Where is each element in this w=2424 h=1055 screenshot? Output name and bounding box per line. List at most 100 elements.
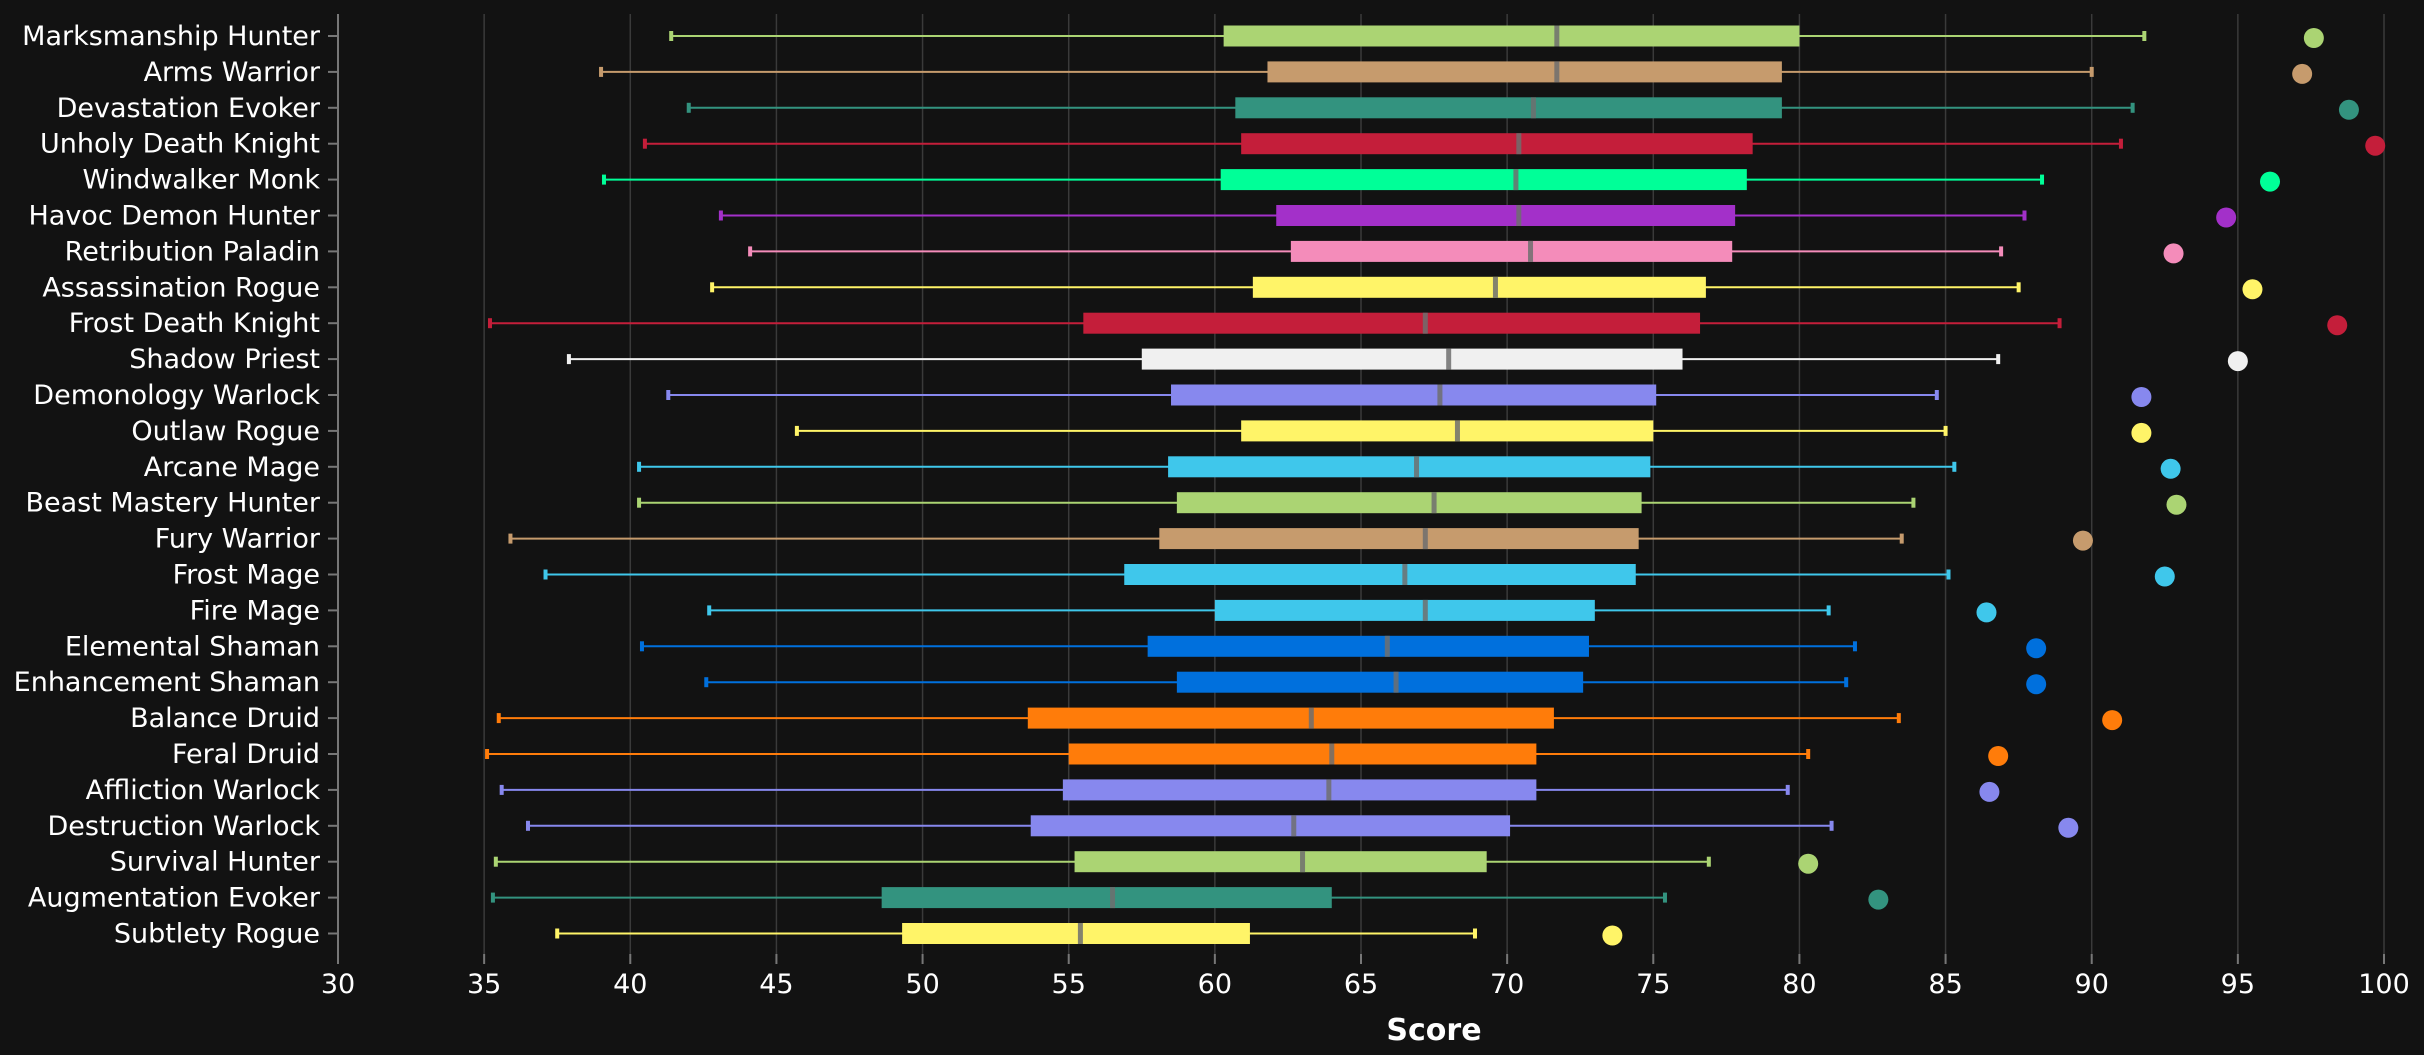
x-tick-label-75: 75 bbox=[1636, 969, 1670, 1000]
median-line bbox=[1492, 276, 1498, 298]
x-axis: 30 35 40 45 50 55 60 65 70 75 80 85 90 95 100 bbox=[321, 954, 2410, 1000]
category-label: Arcane Mage bbox=[144, 452, 320, 483]
box-balance-druid bbox=[496, 707, 2123, 731]
box-havoc-demon-hunter bbox=[718, 205, 2237, 228]
outlier-point bbox=[2365, 135, 2386, 156]
box-arcane-mage bbox=[637, 456, 2181, 479]
iqr-box bbox=[1168, 456, 1651, 478]
whisker-max-cap bbox=[2118, 138, 2123, 149]
x-tick-label-90: 90 bbox=[2075, 969, 2109, 1000]
x-tick-label-30: 30 bbox=[321, 969, 355, 1000]
category-label: Subtlety Rogue bbox=[114, 919, 320, 950]
box-augmentation-evoker bbox=[490, 887, 1889, 910]
iqr-box bbox=[1276, 205, 1736, 226]
whisker-min-cap bbox=[669, 31, 674, 41]
whisker-max-cap bbox=[1946, 569, 1951, 580]
x-tick-label-80: 80 bbox=[1782, 969, 1816, 1000]
category-label: Frost Death Knight bbox=[69, 308, 320, 339]
category-label: Elemental Shaman bbox=[65, 631, 320, 662]
whisker-min-cap bbox=[710, 282, 715, 293]
box-unholy-death-knight bbox=[642, 133, 2386, 156]
whisker-max-cap bbox=[1852, 641, 1857, 652]
outlier-point bbox=[2216, 207, 2237, 228]
x-tick-label-40: 40 bbox=[613, 969, 647, 1000]
whisker-max-cap bbox=[1996, 354, 2001, 365]
category-label: Augmentation Evoker bbox=[28, 883, 321, 914]
median-line bbox=[1530, 97, 1536, 119]
median-line bbox=[1554, 61, 1560, 83]
outlier-point bbox=[2260, 171, 2281, 192]
outlier-point bbox=[2227, 351, 2248, 372]
whisker-min-cap bbox=[487, 318, 492, 329]
iqr-box bbox=[1124, 564, 1636, 585]
median-line bbox=[1431, 492, 1437, 514]
median-line bbox=[1554, 25, 1560, 47]
median-line bbox=[1446, 348, 1452, 370]
box-series bbox=[485, 25, 2386, 946]
x-axis-title: Score bbox=[1386, 1013, 1481, 1048]
whisker-min-cap bbox=[566, 354, 571, 365]
box-fury-warrior bbox=[508, 528, 2093, 551]
median-line bbox=[1077, 923, 1083, 944]
iqr-box bbox=[1252, 276, 1706, 298]
outlier-point bbox=[1798, 853, 1819, 874]
outlier-point bbox=[2154, 566, 2175, 587]
whisker-max-cap bbox=[2089, 66, 2094, 77]
outlier-point bbox=[2026, 638, 2047, 659]
median-line bbox=[1516, 133, 1522, 155]
whisker-max-cap bbox=[1899, 533, 1904, 544]
grid-lines bbox=[483, 14, 2385, 954]
whisker-max-cap bbox=[1934, 390, 1939, 400]
category-label: Arms Warrior bbox=[144, 57, 321, 88]
iqr-box bbox=[1223, 25, 1800, 47]
category-label: Outlaw Rogue bbox=[131, 416, 320, 447]
box-retribution-paladin bbox=[748, 240, 2184, 264]
category-label: Affliction Warlock bbox=[86, 775, 321, 806]
box-demonology-warlock bbox=[666, 384, 2152, 407]
outlier-point bbox=[2102, 710, 2123, 731]
category-label: Enhancement Shaman bbox=[14, 667, 320, 698]
iqr-box bbox=[1083, 312, 1701, 334]
iqr-box bbox=[1176, 492, 1642, 514]
iqr-box bbox=[881, 887, 1332, 909]
outlier-point bbox=[2058, 817, 2079, 838]
iqr-box bbox=[1074, 851, 1487, 873]
iqr-box bbox=[1027, 707, 1554, 729]
iqr-box bbox=[1068, 743, 1537, 765]
box-fire-mage bbox=[707, 599, 1997, 623]
whisker-min-cap bbox=[599, 66, 604, 77]
whisker-min-cap bbox=[666, 390, 671, 400]
whisker-max-cap bbox=[1943, 425, 1948, 436]
y-axis: Marksmanship Hunter Arms Warrior Devastati… bbox=[14, 14, 339, 954]
whisker-min-cap bbox=[499, 784, 504, 795]
box-destruction-warlock bbox=[525, 815, 2079, 838]
whisker-max-cap bbox=[1662, 892, 1667, 903]
x-tick-label-50: 50 bbox=[905, 969, 939, 1000]
whisker-min-cap bbox=[686, 102, 691, 113]
whisker-max-cap bbox=[1829, 820, 1834, 831]
iqr-box bbox=[1290, 240, 1733, 262]
whisker-max-cap bbox=[2016, 282, 2021, 293]
box-frost-mage bbox=[543, 564, 2175, 587]
x-tick-label-100: 100 bbox=[2358, 969, 2410, 1000]
whisker-min-cap bbox=[496, 713, 501, 724]
x-tick-label-35: 35 bbox=[467, 969, 501, 1000]
whisker-max-cap bbox=[1472, 928, 1477, 939]
iqr-box bbox=[1220, 169, 1747, 191]
iqr-box bbox=[1214, 599, 1595, 621]
box-frost-death-knight bbox=[487, 312, 2348, 336]
outlier-point bbox=[2292, 63, 2313, 84]
outlier-point bbox=[1976, 602, 1997, 623]
x-tick-label-45: 45 bbox=[759, 969, 793, 1000]
iqr-box bbox=[1147, 635, 1589, 657]
x-tick-label-95: 95 bbox=[2221, 969, 2255, 1000]
x-tick-label-70: 70 bbox=[1490, 969, 1524, 1000]
whisker-max-cap bbox=[1952, 461, 1957, 472]
outlier-point bbox=[2163, 243, 2184, 264]
iqr-box bbox=[1267, 61, 1782, 83]
whisker-min-cap bbox=[718, 210, 723, 221]
category-label: Survival Hunter bbox=[110, 847, 321, 878]
whisker-min-cap bbox=[493, 856, 498, 867]
whisker-max-cap bbox=[2022, 210, 2027, 221]
outlier-point bbox=[1979, 781, 2000, 802]
